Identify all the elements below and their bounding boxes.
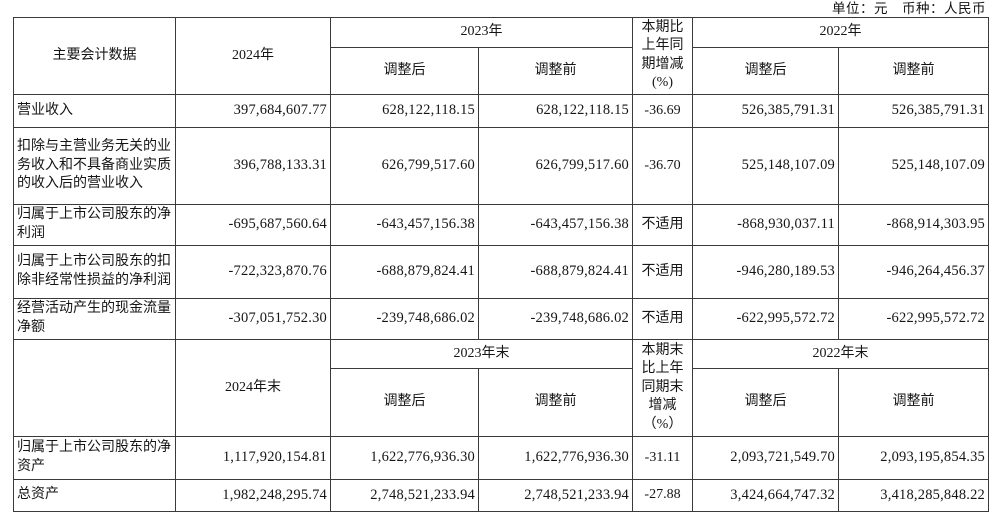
value-2024: -307,051,752.30	[175, 297, 331, 340]
value-2024: -722,323,870.76	[175, 244, 331, 299]
value-2022-before: 525,148,107.09	[838, 126, 989, 205]
header-main-label: 主要会计数据	[13, 17, 176, 95]
value-2023-before: 626,799,517.60	[478, 126, 633, 205]
row-label: 归属于上市公司股东的净资产	[13, 435, 176, 480]
header-2022-adjusted-after: 调整后	[692, 367, 839, 437]
header-2022-adjusted-before: 调整前	[838, 367, 989, 437]
value-2022-before: 2,093,195,854.35	[838, 435, 989, 480]
header-2022-adjusted-after: 调整后	[692, 47, 839, 95]
header-2023-adjusted-after: 调整后	[330, 47, 479, 95]
value-change: 不适用	[632, 297, 693, 340]
value-2023-before: 2,748,521,233.94	[478, 478, 633, 512]
header-year-end-2022: 2022年末	[692, 338, 989, 369]
table-row: 归属于上市公司股东的净利润 -695,687,560.64 -643,457,1…	[13, 203, 989, 246]
value-2022-before: -946,264,456.37	[838, 244, 989, 299]
row-label: 归属于上市公司股东的扣除非经常性损益的净利润	[13, 244, 176, 299]
value-2024: -695,687,560.64	[175, 203, 331, 246]
header-year-end-2024: 2024年末	[175, 338, 331, 437]
row-label: 经营活动产生的现金流量净额	[13, 297, 176, 340]
value-change: -31.11	[632, 435, 693, 480]
header-2023-adjusted-after: 调整后	[330, 367, 479, 437]
table-row: 扣除与主营业务无关的业务收入和不具备商业实质的收入后的营业收入 396,788,…	[13, 126, 989, 205]
header-year-2024: 2024年	[175, 17, 331, 95]
annual-header-row-1: 主要会计数据 2024年 2023年 本期比上年同期增减(%) 2022年	[13, 16, 989, 95]
unit-currency-note: 单位：元 币种：人民币	[832, 1, 986, 16]
row-label: 总资产	[13, 478, 176, 512]
header-2023-adjusted-before: 调整前	[478, 367, 633, 437]
value-2024: 1,982,248,295.74	[175, 478, 331, 512]
value-2022-after: -868,930,037.11	[692, 203, 839, 246]
value-2022-after: 3,424,664,747.32	[692, 478, 839, 512]
value-2022-before: -868,914,303.95	[838, 203, 989, 246]
value-2023-before: -239,748,686.02	[478, 297, 633, 340]
table-row: 归属于上市公司股东的扣除非经常性损益的净利润 -722,323,870.76 -…	[13, 244, 989, 299]
header-period-end-change-pct: 本期末比上年同期末增减（%）	[632, 338, 693, 437]
value-2023-after: 628,122,118.15	[330, 93, 479, 128]
value-2024: 397,684,607.77	[175, 93, 331, 128]
value-change: -36.70	[632, 126, 693, 205]
row-label: 扣除与主营业务无关的业务收入和不具备商业实质的收入后的营业收入	[13, 126, 176, 205]
value-2022-after: 2,093,721,549.70	[692, 435, 839, 480]
value-2022-before: 3,418,285,848.22	[838, 478, 989, 512]
row-label: 营业收入	[13, 93, 176, 128]
value-2022-before: -622,995,572.72	[838, 297, 989, 340]
value-change: 不适用	[632, 203, 693, 246]
value-2022-after: -946,280,189.53	[692, 244, 839, 299]
value-2024: 396,788,133.31	[175, 126, 331, 205]
value-2022-before: 526,385,791.31	[838, 93, 989, 128]
value-2023-after: -643,457,156.38	[330, 203, 479, 246]
value-change: 不适用	[632, 244, 693, 299]
period-end-header-row-1: 2024年末 2023年末 本期末比上年同期末增减（%） 2022年末	[13, 338, 989, 437]
key-accounting-data-table: 主要会计数据 2024年 2023年 本期比上年同期增减(%) 2022年 调整…	[13, 16, 989, 512]
value-change: -27.88	[632, 478, 693, 512]
header-2022-adjusted-before: 调整前	[838, 47, 989, 95]
period-end-header-row-2: 调整后 调整前 调整后 调整前	[14, 367, 989, 437]
table-row: 营业收入 397,684,607.77 628,122,118.15 628,1…	[13, 93, 989, 128]
header-year-2023: 2023年	[330, 16, 633, 49]
header-empty-label	[13, 338, 176, 437]
header-year-end-2023: 2023年末	[330, 338, 633, 369]
value-2023-after: -688,879,824.41	[330, 244, 479, 299]
value-2022-after: 525,148,107.09	[692, 126, 839, 205]
value-change: -36.69	[632, 93, 693, 128]
value-2023-after: -239,748,686.02	[330, 297, 479, 340]
header-change-pct: 本期比上年同期增减(%)	[632, 17, 693, 95]
value-2024: 1,117,920,154.81	[175, 435, 331, 480]
value-2023-after: 626,799,517.60	[330, 126, 479, 205]
value-2022-after: 526,385,791.31	[692, 93, 839, 128]
table-row: 总资产 1,982,248,295.74 2,748,521,233.94 2,…	[13, 478, 989, 512]
header-year-2022: 2022年	[692, 16, 989, 49]
value-2023-before: -688,879,824.41	[478, 244, 633, 299]
table-row: 经营活动产生的现金流量净额 -307,051,752.30 -239,748,6…	[13, 297, 989, 340]
row-label: 归属于上市公司股东的净利润	[13, 203, 176, 246]
value-2023-after: 1,622,776,936.30	[330, 435, 479, 480]
value-2023-before: 1,622,776,936.30	[478, 435, 633, 480]
value-2023-after: 2,748,521,233.94	[330, 478, 479, 512]
value-2023-before: 628,122,118.15	[478, 93, 633, 128]
table-row: 归属于上市公司股东的净资产 1,117,920,154.81 1,622,776…	[13, 435, 989, 480]
annual-header-row-2: 调整后 调整前 调整后 调整前	[14, 47, 989, 95]
value-2023-before: -643,457,156.38	[478, 203, 633, 246]
header-2023-adjusted-before: 调整前	[478, 47, 633, 95]
value-2022-after: -622,995,572.72	[692, 297, 839, 340]
